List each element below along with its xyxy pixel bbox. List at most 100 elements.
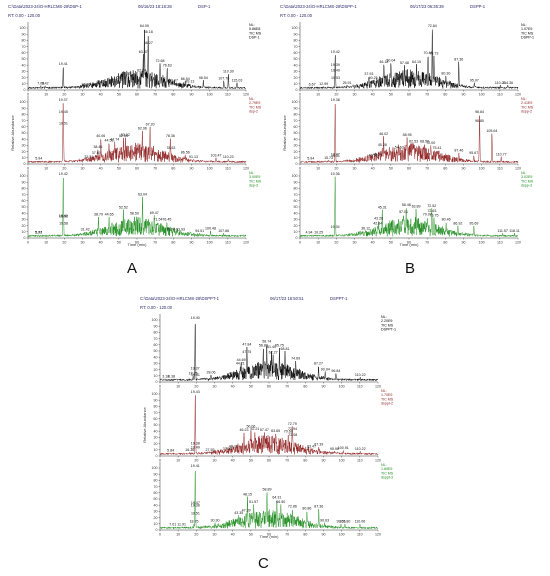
x-tick-label: 20 [194, 459, 198, 463]
panel-b: C:\Data\2023-24\O-HRLCMS-28\DSPP-1 06/17… [280, 4, 542, 254]
x-tick-label: 70 [425, 93, 429, 97]
peak-label: 58.59 [130, 211, 139, 215]
x-tick-label: 30 [213, 385, 217, 389]
peak-label: 74.69 [291, 357, 300, 361]
x-tick-label: 70 [285, 533, 289, 537]
panel-b-header-sample: DSPP-1 [470, 4, 486, 9]
peak-label: 33.51 [84, 155, 93, 159]
x-tick-label: 10 [176, 533, 180, 537]
peak-label: 47.74 [110, 137, 119, 141]
x-tick-label: 100 [339, 459, 345, 463]
peak-label: 65.75 [275, 344, 284, 348]
peak-label: 40.31 [229, 372, 238, 376]
x-tick-label: 40 [99, 241, 103, 245]
panel-a-letter: A [127, 260, 138, 277]
peak-label: 31.96 [82, 83, 91, 87]
panel-b-header-path: C:\Data\2023-24\O-HRLCMS-28\DSPP-1 [280, 4, 357, 9]
y-tick-label: 10 [154, 374, 158, 378]
y-tick-label: 40 [22, 63, 26, 67]
peak-label: 72.00 [426, 141, 435, 145]
x-tick-label: 60 [135, 93, 139, 97]
panel-c-letter: C [258, 555, 269, 572]
peak-label: 64.09 [140, 24, 149, 28]
y-tick-label: 100 [152, 318, 158, 322]
trace-info-text: NL: [521, 171, 527, 175]
peak-label: 28.06 [206, 370, 215, 374]
y-tick-label: 100 [292, 100, 298, 104]
peak-label: 47.75 [242, 350, 251, 354]
peak-label: 19.40 [191, 316, 200, 320]
x-tick-label: 80 [303, 459, 307, 463]
peak-label: 110.22 [355, 447, 366, 451]
peak-label: 114.36 [502, 81, 513, 85]
x-tick-label: 80 [171, 167, 175, 171]
peak-label: 63.65 [271, 429, 280, 433]
peak-label: 72.52 [427, 204, 436, 208]
y-tick-label: 40 [154, 355, 158, 359]
peak-label: 40.25 [369, 76, 378, 80]
peak-label: 86.56 [181, 151, 190, 155]
peak-label: 72.68 [156, 59, 165, 63]
x-tick-label: 40 [371, 241, 375, 245]
x-tick-label: 90 [322, 459, 326, 463]
peak-label: 19.47 [331, 152, 340, 156]
x-tick-label: 110 [225, 241, 231, 245]
x-tick-label: 0 [27, 167, 29, 171]
peak-label: 6.38 [168, 375, 175, 379]
peak-label: 110.23 [223, 155, 234, 159]
y-tick-label: 30 [154, 362, 158, 366]
peak-label: 87.27 [314, 362, 323, 366]
panel-a-header-path: C:\Data\2023-24\O-HRLCMS-28\DSP-1 [8, 4, 82, 9]
peak-label: 87.39 [314, 443, 323, 447]
series-line [27, 178, 247, 238]
y-tick-label: 10 [154, 522, 158, 526]
y-tick-label: 50 [154, 423, 158, 427]
trace-info-text: TIC MS [521, 31, 534, 35]
peak-label: 91.13 [189, 155, 198, 159]
y-tick-label: 50 [154, 349, 158, 353]
y-tick-label: 50 [154, 497, 158, 501]
x-tick-label: 100 [479, 241, 485, 245]
y-tick-label: 60 [294, 51, 298, 55]
peak-label: 19.37 [191, 367, 200, 371]
x-tick-label: 120 [515, 93, 521, 97]
series-line [299, 176, 519, 238]
x-tick-label: 0 [299, 241, 301, 245]
peak-label: 5.84 [167, 449, 174, 453]
peak-label: 36.12 [361, 226, 370, 230]
panel-c-header-path: C:\Data\2023-24\O-HRLCMS-28\DSPPT-1 [140, 296, 219, 301]
peak-label: 19.51 [59, 121, 68, 125]
y-tick-label: 100 [20, 26, 26, 30]
peak-label: 58.48 [402, 203, 411, 207]
y-tick-label: 70 [22, 45, 26, 49]
trace-info-text: NL: [521, 97, 527, 101]
y-tick-label: 40 [294, 211, 298, 215]
peak-label: 40.16 [368, 154, 377, 158]
y-tick-label: 90 [294, 180, 298, 184]
peak-label: 76.63 [163, 63, 172, 67]
peak-label: 19.39 [331, 63, 340, 67]
peak-label: 110.06 [355, 520, 366, 524]
peak-label: 38.79 [94, 213, 103, 217]
peak-label: 107.76 [218, 77, 229, 81]
x-tick-label: 50 [389, 241, 393, 245]
x-tick-label: 10 [44, 167, 48, 171]
x-tick-label: 10 [44, 241, 48, 245]
x-axis-label: Time (min) [400, 242, 420, 247]
y-axis-label: Relative Abundance [282, 114, 287, 150]
x-tick-label: 120 [375, 533, 381, 537]
peak-label: 95.69 [469, 221, 478, 225]
x-tick-label: 50 [249, 385, 253, 389]
y-tick-label: 50 [294, 131, 298, 135]
peak-label: 37.60 [92, 151, 101, 155]
trace-info-text: TIC MS [381, 397, 394, 401]
trace-info-text: NL: [521, 23, 527, 27]
x-tick-label: 60 [135, 167, 139, 171]
y-tick-label: 70 [294, 193, 298, 197]
x-tick-label: 30 [213, 533, 217, 537]
peak-label: 16.36 [185, 448, 194, 452]
series-line [299, 29, 519, 90]
y-tick-label: 100 [152, 466, 158, 470]
y-tick-label: 80 [294, 187, 298, 191]
